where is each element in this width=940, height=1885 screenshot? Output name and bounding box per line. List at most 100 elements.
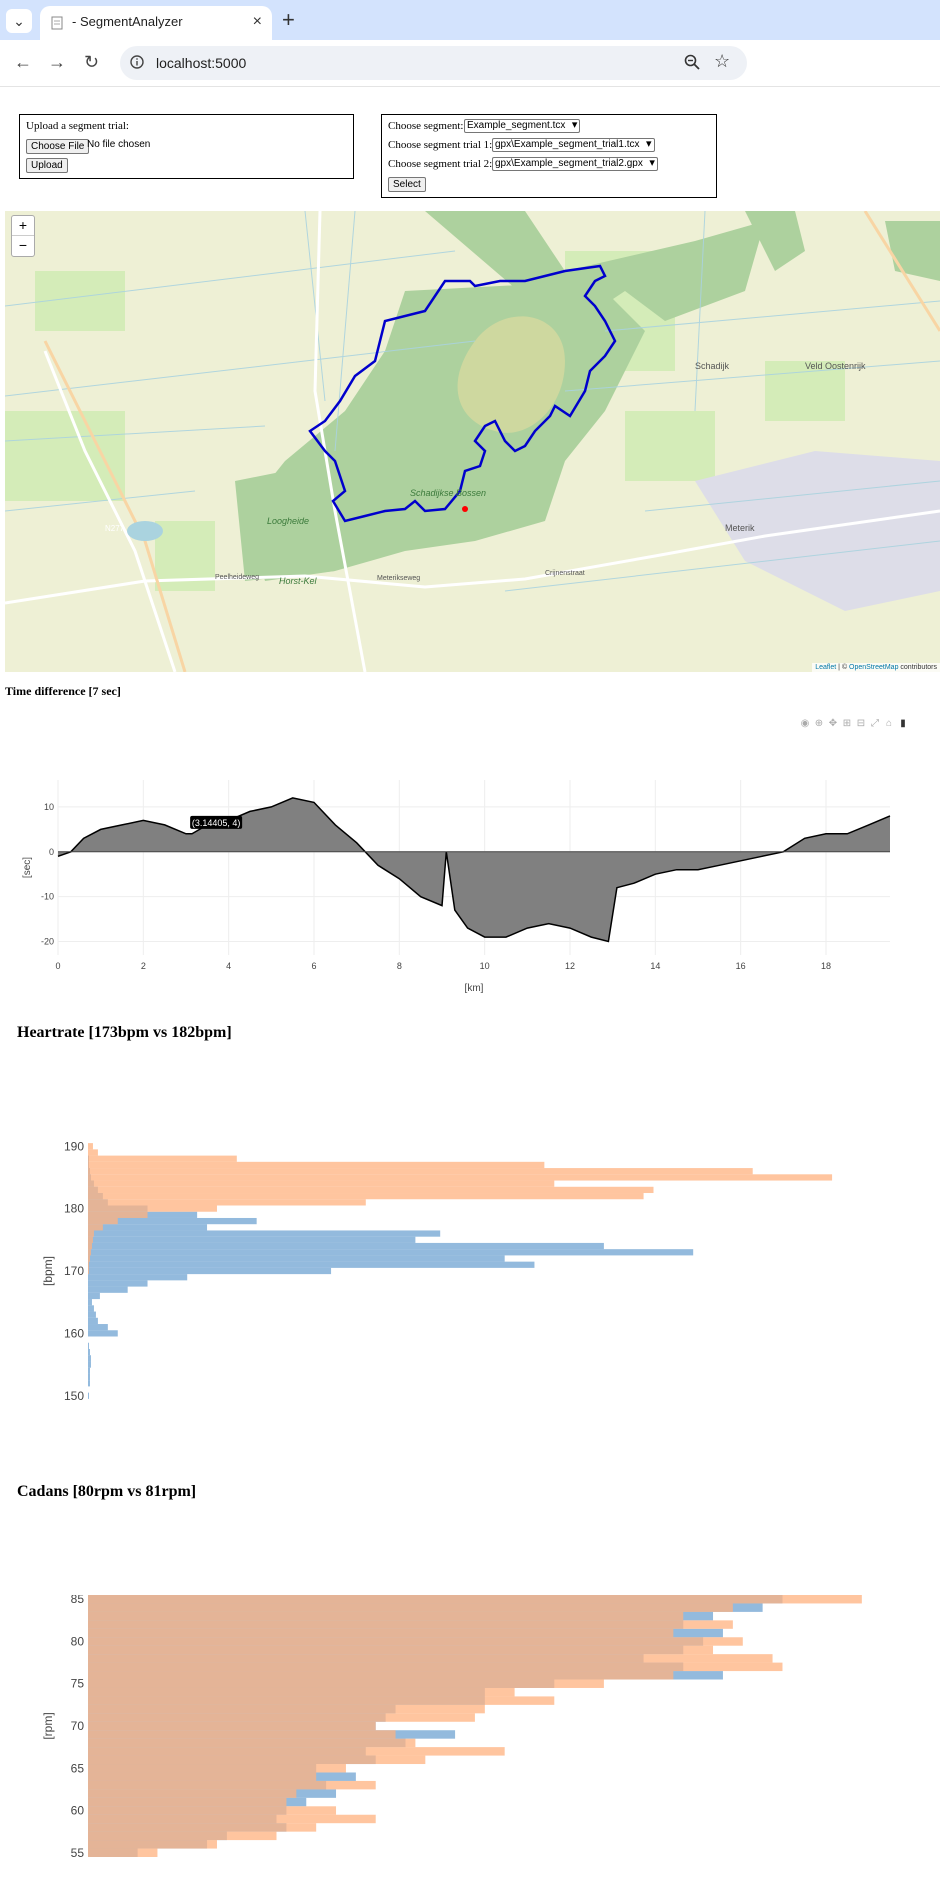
histogram-bar-series1	[88, 1373, 90, 1381]
histogram-bar-series2	[88, 1721, 376, 1731]
cadans-histogram[interactable]: 55 60 65 70 75 80 85 [rpm]	[0, 1595, 940, 1885]
histogram-bar-series1	[88, 1361, 91, 1368]
new-tab-button[interactable]: +	[282, 7, 295, 32]
leaflet-link[interactable]: Leaflet	[815, 664, 837, 671]
histogram-bar-series1	[88, 1367, 90, 1374]
histogram-bar-series2	[88, 1267, 89, 1275]
x-tick-label: 16	[736, 961, 746, 971]
plotly-logo-icon[interactable]: ▮	[900, 718, 906, 729]
select-button[interactable]: Select	[388, 177, 426, 192]
histogram-bar-series1	[88, 1242, 604, 1250]
histogram-bar-series2	[88, 1224, 103, 1231]
url-text: localhost:5000	[156, 55, 247, 71]
y-axis-title: [bpm]	[41, 1256, 55, 1286]
upload-button[interactable]: Upload	[26, 158, 68, 173]
histogram-bar-series2	[88, 1654, 773, 1663]
trial1-select[interactable]: gpx\Example_segment_trial1.tcx	[492, 138, 655, 152]
histogram-bar-series2	[88, 1637, 743, 1646]
pan-icon[interactable]: ✥	[828, 718, 838, 729]
x-tick-label: 4	[226, 961, 231, 971]
map-view[interactable]: Schadijkse Bossen Schadijk Veld Oostenri…	[5, 211, 940, 672]
camera-icon[interactable]: ◉	[800, 718, 810, 729]
zoom-in-button[interactable]: +	[12, 216, 34, 236]
choose-file-button[interactable]: Choose File	[26, 139, 90, 154]
osm-link[interactable]: OpenStreetMap	[849, 664, 899, 671]
address-bar[interactable]: localhost:5000 ☆	[120, 46, 747, 80]
svg-text:Crijnenstraat: Crijnenstraat	[545, 570, 585, 577]
x-tick-label: 14	[650, 961, 660, 971]
heartrate-histogram[interactable]: 150 160 170 180 190 [bpm]	[0, 1140, 940, 1410]
chevron-down-icon: ⌄	[13, 12, 25, 29]
trial2-label: Choose segment trial 2:	[388, 158, 493, 170]
zoom-out-icon[interactable]: ⊟	[856, 718, 866, 729]
zoom-out-button[interactable]: −	[18, 237, 28, 253]
y-axis-title: [rpm]	[41, 1712, 55, 1739]
y-tick-label: 10	[44, 802, 54, 812]
histogram-bar-series1	[88, 1292, 100, 1300]
histogram-bar-series2	[88, 1174, 833, 1181]
cadans-heading: Cadans [80rpm vs 81rpm]	[17, 1483, 197, 1500]
svg-text:Peelheideweg: Peelheideweg	[215, 574, 259, 581]
x-tick-label: 12	[565, 961, 575, 971]
tab-search-button[interactable]: ⌄	[6, 9, 32, 33]
close-tab-icon[interactable]: ×	[252, 13, 262, 30]
histogram-bar-series2	[88, 1205, 217, 1212]
time-difference-line	[57, 797, 891, 943]
y-tick-label: 55	[71, 1846, 85, 1860]
tab-title: - SegmentAnalyzer	[72, 14, 183, 29]
zoom-icon[interactable]: ⊕	[814, 718, 824, 729]
histogram-bar-series1	[88, 1305, 94, 1312]
histogram-bar-series1	[88, 1267, 332, 1275]
histogram-bar-series1	[88, 1274, 188, 1281]
svg-text:Schadijk: Schadijk	[695, 361, 730, 371]
histogram-bar-series2	[88, 1806, 337, 1815]
x-tick-label: 6	[311, 961, 316, 971]
histogram-bar-series2	[88, 1772, 317, 1781]
time-difference-chart[interactable]: 0 2 4 6 8 10 12 14 16 18 10 0 -10 -20 [km] [sec] (3.1440…	[0, 740, 940, 1010]
map-zoom-control: + −	[11, 215, 35, 257]
x-tick-label: 8	[397, 961, 402, 971]
y-tick-label: 60	[71, 1804, 85, 1818]
histogram-bar-series1	[88, 1348, 90, 1356]
histogram-bar-series2	[88, 1217, 118, 1225]
histogram-bar-series1	[88, 1224, 208, 1231]
site-info-icon[interactable]	[130, 55, 144, 69]
histogram-bar-series1	[88, 1392, 89, 1399]
histogram-bar-series2	[88, 1687, 515, 1697]
bookmark-star-icon[interactable]: ☆	[714, 51, 731, 71]
y-tick-label: 80	[71, 1634, 85, 1648]
browser-tab-strip: ⌄ - SegmentAnalyzer × +	[0, 0, 940, 40]
back-icon[interactable]: ←	[14, 52, 32, 72]
trial2-select[interactable]: gpx\Example_segment_trial2.gpx	[492, 157, 658, 171]
svg-text:Loogheide: Loogheide	[267, 516, 309, 526]
y-axis-title: [sec]	[22, 857, 33, 878]
histogram-bar-series2	[88, 1738, 416, 1748]
histogram-bar-series2	[88, 1180, 555, 1187]
x-tick-label: 0	[55, 961, 60, 971]
zoom-in-icon[interactable]: ⊞	[842, 718, 852, 729]
histogram-bar-series2	[88, 1645, 714, 1655]
histogram-bar-series1	[88, 1236, 416, 1243]
y-tick-label: 75	[71, 1677, 85, 1691]
upload-label: Upload a segment trial:	[26, 120, 129, 132]
reload-icon[interactable]: ↻	[84, 52, 100, 72]
home-icon[interactable]: ⌂	[885, 718, 893, 729]
histogram-bar-series2	[88, 1831, 277, 1841]
svg-text:Horst-Kel: Horst-Kel	[279, 576, 318, 586]
histogram-bar-series1	[88, 1217, 257, 1225]
segment-select[interactable]: Example_segment.tcx	[464, 119, 581, 133]
histogram-bar-series2	[88, 1620, 733, 1629]
autoscale-icon[interactable]: ⤢	[871, 718, 879, 729]
zoom-icon[interactable]	[683, 53, 701, 71]
y-tick-label: 180	[64, 1202, 84, 1216]
histogram-bar-series2	[88, 1823, 317, 1832]
y-tick-label: 190	[64, 1140, 84, 1153]
histogram-bar-series2	[88, 1149, 98, 1156]
y-tick-label: -20	[41, 937, 54, 947]
histogram-bar-series2	[88, 1730, 396, 1739]
browser-tab[interactable]: - SegmentAnalyzer ×	[40, 6, 272, 40]
y-tick-label: 70	[71, 1719, 85, 1733]
y-tick-label: 150	[64, 1389, 84, 1403]
time-difference-heading: Time difference [7 sec]	[5, 684, 121, 698]
forward-icon[interactable]: →	[48, 52, 66, 72]
